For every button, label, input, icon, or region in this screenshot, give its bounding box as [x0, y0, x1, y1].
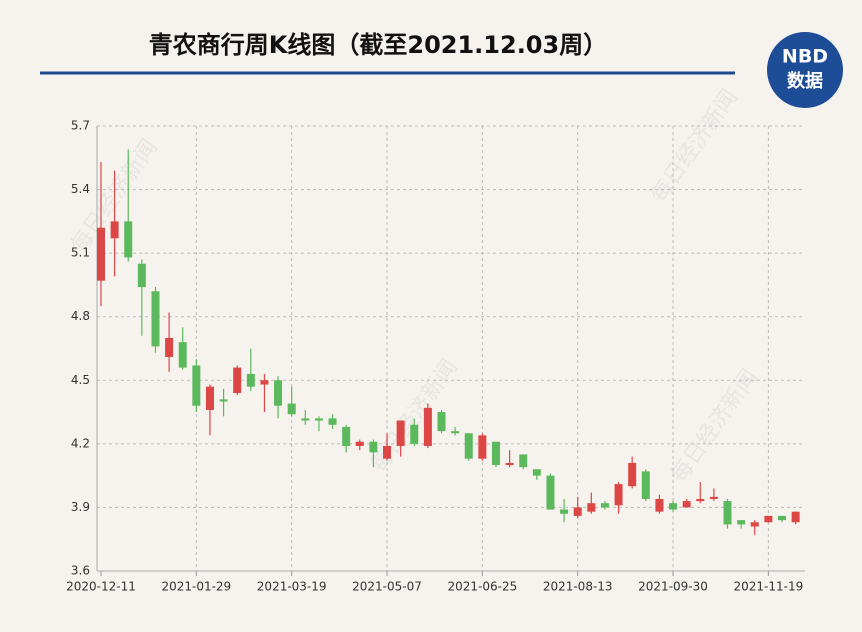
y-tick-label: 4.2: [71, 436, 90, 450]
candle-body: [233, 367, 242, 393]
candle-body: [246, 373, 255, 387]
logo: [767, 32, 843, 108]
candle-body: [478, 435, 487, 459]
candle-body: [655, 498, 664, 512]
candle-body: [410, 424, 419, 444]
candle-body: [369, 441, 378, 453]
candle-body: [464, 433, 473, 459]
logo-label: 数据: [787, 70, 823, 92]
candle-body: [750, 522, 759, 527]
logo-brand: NBD: [782, 46, 828, 68]
candle-body: [709, 496, 718, 499]
candle-body: [546, 475, 555, 510]
candle-body: [151, 291, 160, 347]
candle-body: [505, 462, 514, 466]
candle-body: [491, 441, 500, 466]
y-tick-label: 5.4: [71, 182, 90, 196]
candle-body: [519, 454, 528, 468]
candle-body: [165, 337, 174, 357]
candle-body: [301, 418, 310, 421]
candle-body: [192, 365, 201, 406]
candle-body: [219, 399, 228, 402]
y-tick-label: 4.5: [71, 373, 90, 387]
candle-body: [451, 431, 460, 434]
candle-body: [696, 498, 705, 502]
candle-body: [314, 418, 323, 421]
x-tick-label: 2021-03-19: [257, 580, 327, 594]
y-tick-label: 3.6: [71, 564, 90, 578]
x-tick-label: 2021-09-30: [638, 580, 708, 594]
candle-body: [260, 380, 269, 385]
x-tick-label: 2021-08-13: [543, 580, 613, 594]
candle-body: [178, 342, 187, 368]
candle-body: [274, 380, 283, 406]
x-tick-label: 2021-01-29: [161, 580, 231, 594]
candle-body: [532, 469, 541, 476]
plot: 3.6 3.9 4.2 4.5 4.8 5.1 5.4 5.7 2020-12-11 2021-0…: [66, 119, 805, 594]
candle-body: [641, 471, 650, 499]
x-tick-label: 2021-05-07: [352, 580, 422, 594]
candle-body: [423, 407, 432, 446]
candle-body: [669, 503, 678, 510]
candle-body: [396, 420, 405, 446]
candle-body: [355, 441, 364, 446]
candle-body: [614, 484, 623, 506]
chart-title: 青农商行周K线图（截至2021.12.03周）: [149, 31, 607, 59]
candle-body: [573, 507, 582, 516]
x-tick-label: 2020-12-11: [66, 580, 136, 594]
x-tick-label: 2021-11-19: [734, 580, 804, 594]
candle-body: [97, 227, 105, 281]
candle-body: [587, 503, 596, 512]
candle-body: [628, 462, 637, 487]
candle-body: [287, 403, 296, 415]
candle-body: [342, 426, 351, 446]
candle-body: [560, 509, 569, 514]
candle-body: [110, 221, 119, 239]
candle-body: [437, 412, 446, 432]
y-tick-label: 5.1: [71, 246, 90, 260]
candle-body: [764, 515, 773, 523]
candle-body: [205, 386, 214, 410]
candle-body: [137, 263, 146, 288]
y-tick-label: 4.8: [71, 309, 90, 323]
y-tick-label: 3.9: [71, 500, 90, 514]
candle-body: [723, 501, 732, 525]
candle-body: [682, 501, 691, 508]
candle-body: [600, 503, 609, 508]
x-tick-label: 2021-06-25: [447, 580, 517, 594]
candle-body: [328, 418, 337, 425]
candle-body: [737, 520, 746, 525]
candle-body: [124, 221, 133, 258]
candle-body: [778, 515, 786, 521]
y-tick-label: 5.7: [71, 119, 90, 133]
candle-body: [383, 445, 392, 459]
candle-body: [791, 511, 800, 523]
